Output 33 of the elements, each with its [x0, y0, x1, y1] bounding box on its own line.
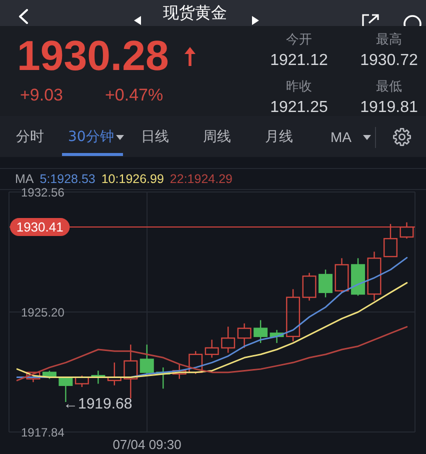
- text: 今开: [286, 32, 312, 48]
- y-tick-label: 1932.56: [21, 185, 65, 200]
- annotation: ←1919.68: [63, 396, 132, 412]
- line-series: [16, 326, 408, 382]
- text: 30分钟: [68, 129, 114, 145]
- candlestick: [367, 251, 382, 302]
- candlestick: [237, 322, 252, 348]
- text: 最低: [376, 80, 402, 94]
- chart-title: 现货黄金: [163, 3, 227, 22]
- candlestick: [302, 272, 316, 302]
- text: 1921.25: [270, 99, 328, 116]
- text: +0.47%: [105, 86, 164, 104]
- text: 月线: [265, 129, 293, 145]
- text: 1930.72: [360, 52, 418, 69]
- text: +9.03: [20, 86, 64, 104]
- text: 最高: [376, 32, 402, 48]
- text: 22:1924.29: [170, 172, 232, 186]
- text: 周线: [203, 129, 231, 145]
- candlestick: [124, 344, 138, 400]
- ref-line-label: 1930.41: [16, 220, 64, 235]
- text: 10:1926.99: [101, 172, 164, 186]
- text: MA: [330, 129, 352, 145]
- text: 日线: [141, 129, 169, 145]
- text: 1919.81: [360, 99, 418, 116]
- text: 1930.28: [17, 32, 169, 79]
- legend-title: MA: [15, 172, 34, 186]
- y-tick-label: 1917.84: [21, 425, 65, 440]
- y-tick-label: 1925.20: [21, 305, 65, 320]
- text: 昨收: [286, 80, 312, 94]
- text: 1921.12: [270, 52, 328, 69]
- text: 5:1928.53: [40, 172, 96, 186]
- text: 分时: [16, 129, 44, 145]
- x-tick-label: 07/04 09:30: [112, 437, 182, 452]
